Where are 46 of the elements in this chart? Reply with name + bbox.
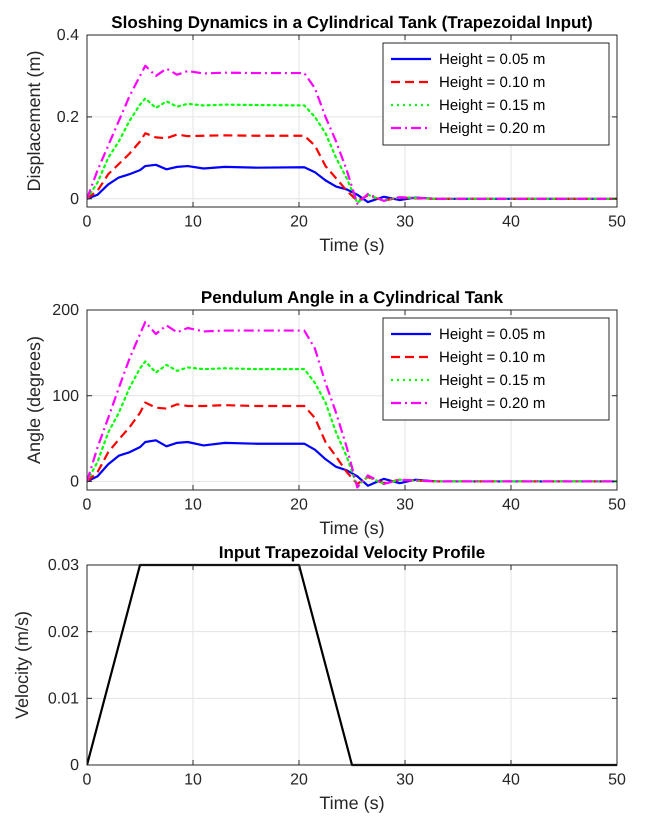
x-tick-label: 30 bbox=[396, 496, 414, 514]
y-tick-label: 200 bbox=[52, 302, 80, 320]
y-tick-label: 0 bbox=[70, 757, 80, 774]
x-tick-label: 40 bbox=[502, 771, 520, 788]
y-tick-label: 0.03 bbox=[48, 557, 80, 574]
legend-label: Height = 0.10 m bbox=[439, 349, 546, 366]
legend-label: Height = 0.05 m bbox=[439, 326, 546, 343]
x-tick-label: 30 bbox=[396, 213, 414, 230]
x-axis-title: Time (s) bbox=[319, 518, 385, 538]
legend-label: Height = 0.15 m bbox=[439, 97, 546, 114]
y-axis-title: Velocity (m/s) bbox=[12, 610, 32, 720]
y-tick-label: 0.2 bbox=[56, 109, 80, 126]
y-tick-label: 100 bbox=[52, 388, 80, 405]
x-tick-label: 10 bbox=[184, 496, 202, 514]
x-tick-label: 20 bbox=[290, 496, 308, 514]
x-tick-label: 0 bbox=[82, 213, 92, 230]
legend-label: Height = 0.15 m bbox=[439, 372, 546, 389]
x-tick-label: 40 bbox=[502, 213, 520, 230]
y-tick-label: 0.4 bbox=[56, 27, 80, 44]
chart-title: Pendulum Angle in a Cylindrical Tank bbox=[200, 288, 504, 307]
x-tick-label: 50 bbox=[608, 213, 626, 230]
x-tick-label: 50 bbox=[608, 771, 626, 788]
legend-label: Height = 0.10 m bbox=[439, 74, 546, 91]
y-axis-title: Displacement (m) bbox=[24, 50, 44, 192]
y-tick-label: 0.01 bbox=[48, 690, 80, 708]
chart-title: Input Trapezoidal Velocity Profile bbox=[218, 543, 486, 562]
x-tick-label: 0 bbox=[82, 771, 92, 788]
x-tick-label: 0 bbox=[82, 496, 92, 514]
x-tick-label: 20 bbox=[290, 771, 308, 788]
x-tick-label: 10 bbox=[184, 771, 202, 788]
chart-title: Sloshing Dynamics in a Cylindrical Tank (Trapezoidal Input) bbox=[111, 13, 593, 32]
x-tick-label: 30 bbox=[396, 771, 414, 788]
y-axis-title: Angle (degrees) bbox=[24, 336, 44, 464]
x-tick-label: 50 bbox=[608, 496, 626, 514]
x-tick-label: 10 bbox=[184, 213, 202, 230]
legend-label: Height = 0.20 m bbox=[439, 120, 546, 137]
y-tick-label: 0.02 bbox=[48, 624, 80, 641]
y-tick-label: 0 bbox=[70, 474, 80, 491]
legend-label: Height = 0.05 m bbox=[439, 51, 546, 68]
x-axis-title: Time (s) bbox=[319, 793, 385, 813]
x-axis-title: Time (s) bbox=[319, 235, 385, 255]
line-series bbox=[87, 97, 617, 204]
y-tick-label: 0 bbox=[70, 190, 80, 208]
legend-label: Height = 0.20 m bbox=[439, 395, 546, 412]
x-tick-label: 20 bbox=[290, 213, 308, 230]
x-tick-label: 40 bbox=[502, 496, 520, 514]
